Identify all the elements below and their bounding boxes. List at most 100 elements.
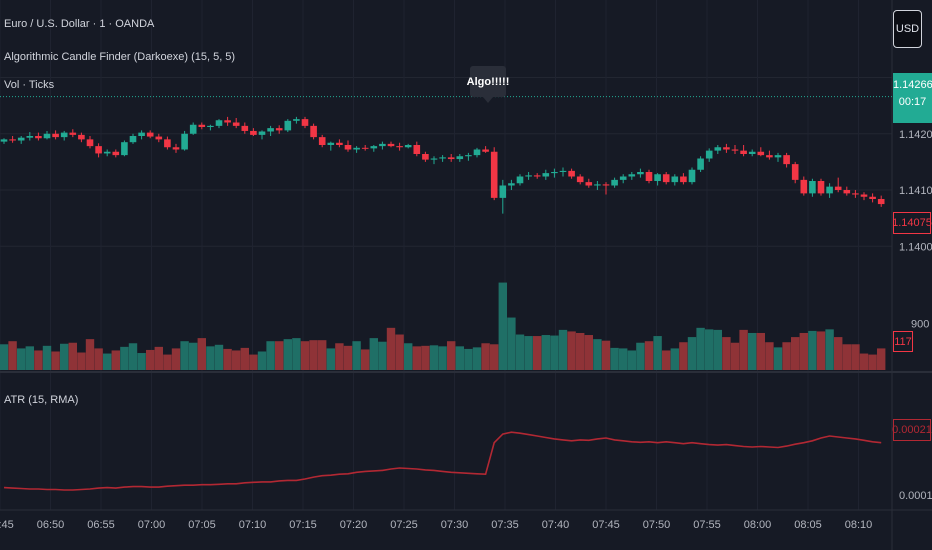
volume-bar	[601, 340, 611, 370]
volume-bar	[636, 342, 645, 370]
volume-bar	[455, 346, 464, 370]
candle-body	[52, 133, 59, 138]
candle-body	[387, 143, 395, 147]
volume-bar	[679, 342, 688, 370]
candle-body	[757, 151, 765, 156]
candle-body	[533, 175, 541, 177]
volume-bar	[395, 334, 404, 370]
volume-bar	[283, 339, 292, 370]
atr-tick-label: 0.00010	[899, 490, 932, 502]
volume-bar	[481, 343, 490, 370]
volume-bar	[318, 340, 327, 370]
time-tick-label: 07:45	[592, 519, 620, 531]
candle-body	[559, 170, 567, 172]
currency-button[interactable]: USD	[893, 10, 922, 48]
volume-bar	[17, 348, 26, 370]
volume-bar	[868, 354, 877, 370]
candle-body	[697, 158, 704, 170]
candle-body	[766, 155, 773, 158]
volume-bar	[619, 348, 628, 370]
time-tick-label: 07:15	[289, 519, 317, 531]
volume-bar	[533, 336, 542, 370]
candle-body	[267, 128, 274, 132]
time-tick-label: 07:40	[542, 519, 570, 531]
symbol-legend[interactable]: Euro / U.S. Dollar · 1 · OANDA	[4, 18, 155, 30]
current-price-tag: 1.14266 00:17	[893, 73, 932, 123]
candle-body	[774, 155, 782, 158]
candle-body	[748, 151, 756, 154]
candle-body	[877, 199, 885, 205]
volume-bar	[490, 344, 499, 370]
price-tick-label: 1.14000	[899, 241, 932, 253]
candle-body	[662, 174, 670, 183]
volume-bar	[610, 347, 619, 370]
volume-bar	[438, 346, 447, 370]
volume-bar	[851, 344, 860, 370]
candle-body	[95, 146, 102, 154]
candle-body	[189, 124, 197, 134]
volume-bar	[507, 317, 516, 370]
candle-body	[293, 119, 300, 121]
algo-annotation[interactable]: Algo!!!!!	[467, 66, 509, 106]
price-tick-label: 1.14100	[899, 185, 932, 197]
volume-bar	[730, 342, 740, 370]
volume-bar	[77, 352, 86, 370]
volume-bar	[782, 342, 791, 370]
volume-bar	[369, 338, 378, 370]
candle-body	[284, 120, 292, 131]
time-tick-label: 07:30	[441, 519, 469, 531]
time-tick-label: 06:50	[37, 519, 65, 531]
candle-body	[146, 132, 154, 137]
volume-bar	[472, 347, 482, 370]
volume-bar	[326, 348, 335, 370]
volume-bar	[687, 337, 697, 370]
candle-body	[740, 150, 747, 154]
volume-bar	[404, 343, 413, 370]
candle-body	[508, 183, 515, 186]
time-tick-label: 08:00	[744, 519, 772, 531]
volume-bar	[309, 340, 318, 370]
candle-body	[731, 149, 739, 151]
candle-body	[353, 147, 360, 150]
candle-body	[17, 137, 25, 141]
candle-body	[628, 174, 636, 177]
volume-bar	[429, 345, 439, 370]
volume-bar	[146, 349, 155, 370]
candle-body	[783, 155, 790, 165]
candle-body	[619, 176, 627, 180]
volume-bar	[335, 343, 344, 370]
volume-bar	[0, 344, 9, 370]
volume-bar	[189, 342, 198, 370]
candle-body	[516, 176, 524, 184]
indicator-legend[interactable]: Algorithmic Candle Finder (Darkoexe) (15…	[4, 51, 236, 63]
candle-body	[370, 146, 378, 149]
volume-bar	[541, 335, 550, 370]
candle-body	[680, 176, 687, 183]
volume-bar	[34, 350, 43, 370]
atr-legend[interactable]: ATR (15, RMA)	[4, 394, 79, 406]
time-tick-label: 07:50	[643, 519, 671, 531]
candle-body	[834, 186, 842, 190]
current-price-value: 1.14266	[893, 79, 932, 91]
candle-body	[258, 131, 266, 135]
candle-body	[129, 136, 137, 143]
volume-bar	[25, 346, 34, 370]
candle-body	[852, 193, 859, 195]
candle-body	[181, 133, 188, 150]
candle-body	[215, 120, 223, 126]
candle-series	[0, 116, 885, 214]
candle-body	[198, 124, 206, 127]
candle-body	[542, 173, 550, 177]
volume-bar	[765, 342, 774, 370]
candle-body	[164, 139, 171, 148]
volume-legend[interactable]: Vol · Ticks	[4, 79, 55, 91]
algo-annotation-text: Algo!!!!!	[467, 66, 509, 97]
volume-bar	[361, 349, 370, 370]
candle-body	[103, 151, 111, 154]
volume-bar	[111, 350, 120, 370]
volume-series	[0, 282, 886, 370]
candle-body	[705, 150, 713, 159]
candle-body	[344, 145, 352, 150]
candle-body	[800, 179, 808, 194]
volume-last-tag: 117	[893, 331, 913, 352]
